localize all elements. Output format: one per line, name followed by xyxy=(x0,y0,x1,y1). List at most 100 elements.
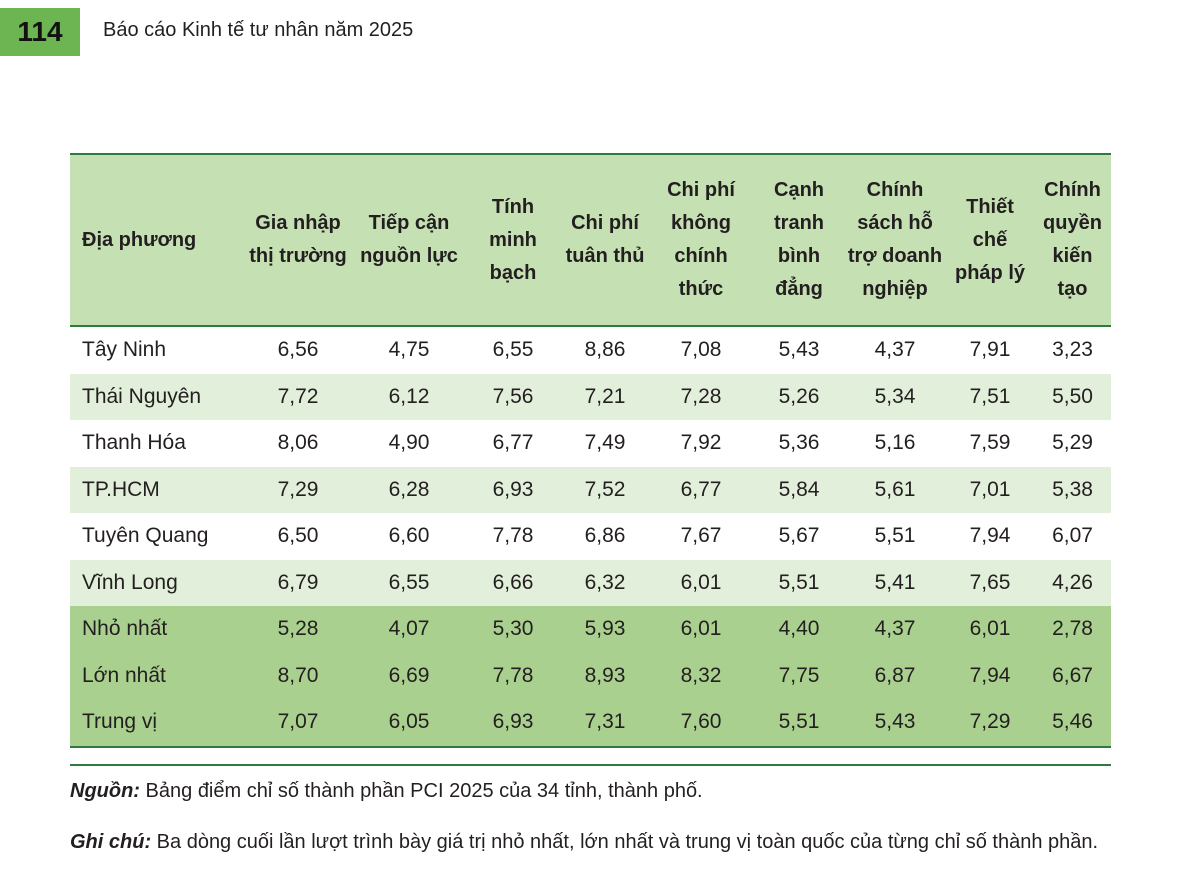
table-row: Thái Nguyên 7,72 6,12 7,56 7,21 7,28 5,26 5,34 7… xyxy=(70,373,1111,420)
value-cell: 7,28 xyxy=(680,384,722,408)
value-cell: 5,26 xyxy=(778,384,820,408)
value-cell: 7,92 xyxy=(680,431,722,455)
table-row: Thanh Hóa 8,06 4,90 6,77 7,49 7,92 5,36 5,16 7,5… xyxy=(70,420,1111,467)
page-number: 114 xyxy=(0,8,80,56)
value-cell: 7,21 xyxy=(584,384,626,408)
column-header: Chính quyền kiến tạo xyxy=(1034,153,1111,327)
note-text: Ba dòng cuối lần lượt trình bày giá trị … xyxy=(156,831,1099,853)
value-cell: 6,77 xyxy=(680,477,722,501)
value-cell: 7,01 xyxy=(969,477,1011,501)
value-cell: 6,01 xyxy=(680,570,722,594)
value-cell: 6,01 xyxy=(680,617,722,641)
value-cell: 7,65 xyxy=(969,570,1011,594)
summary-row: Lớn nhất 8,70 6,69 7,78 8,93 8,32 7,75 6,87 7,94… xyxy=(70,652,1111,699)
value-cell: 6,93 xyxy=(464,699,562,748)
value-cell: 5,28 xyxy=(277,617,319,641)
value-cell: 6,05 xyxy=(354,699,464,748)
value-cell: 5,84 xyxy=(778,477,820,501)
column-header: Cạnh tranh bình đẳng xyxy=(754,153,844,327)
value-cell: 4,37 xyxy=(874,338,916,362)
value-cell: 7,94 xyxy=(969,663,1011,687)
row-label-cell: Lớn nhất xyxy=(82,663,166,687)
value-cell: 7,29 xyxy=(946,699,1034,748)
value-cell: 6,66 xyxy=(492,570,534,594)
source-label: Nguồn: xyxy=(70,780,140,802)
table-row: TP.HCM 7,29 6,28 6,93 7,52 6,77 5,84 5,61 7,01 5,… xyxy=(70,466,1111,513)
value-cell: 7,78 xyxy=(492,524,534,548)
table-header-row: Địa phương Gia nhập thị trường Tiếp cận … xyxy=(70,153,1111,327)
source-note: Nguồn: Bảng điểm chỉ số thành phần PCI 2… xyxy=(70,780,703,803)
row-label-cell: Nhỏ nhất xyxy=(82,617,168,641)
footer-divider xyxy=(70,764,1111,766)
value-cell: 5,67 xyxy=(778,524,820,548)
value-cell: 7,56 xyxy=(492,384,534,408)
column-header: Gia nhập thị trường xyxy=(242,153,354,327)
value-cell: 6,77 xyxy=(492,431,534,455)
value-cell: 5,16 xyxy=(874,431,916,455)
value-cell: 7,91 xyxy=(969,338,1011,362)
value-cell: 6,28 xyxy=(388,477,430,501)
value-cell: 8,86 xyxy=(584,338,626,362)
explanatory-note: Ghi chú: Ba dòng cuối lần lượt trình bày… xyxy=(70,826,1120,858)
value-cell: 8,70 xyxy=(277,663,319,687)
value-cell: 7,08 xyxy=(680,338,722,362)
row-label-cell: Tây Ninh xyxy=(82,338,167,362)
value-cell: 7,07 xyxy=(242,699,354,748)
value-cell: 6,79 xyxy=(277,570,319,594)
value-cell: 4,37 xyxy=(874,617,916,641)
value-cell: 7,72 xyxy=(277,384,319,408)
summary-row: Nhỏ nhất 5,28 4,07 5,30 5,93 6,01 4,40 4,37 6,01… xyxy=(70,606,1111,653)
value-cell: 7,29 xyxy=(277,477,319,501)
running-header-title: Báo cáo Kinh tế tư nhân năm 2025 xyxy=(103,19,414,41)
value-cell: 3,23 xyxy=(1052,338,1093,362)
value-cell: 4,90 xyxy=(388,431,430,455)
column-header: Chi phí tuân thủ xyxy=(562,153,648,327)
value-cell: 5,46 xyxy=(1034,699,1111,748)
value-cell: 7,59 xyxy=(969,431,1011,455)
table-row: Tuyên Quang 6,50 6,60 7,78 6,86 7,67 5,67 5,51 7… xyxy=(70,513,1111,560)
value-cell: 7,94 xyxy=(969,524,1011,548)
value-cell: 6,55 xyxy=(388,570,430,594)
value-cell: 6,56 xyxy=(277,338,319,362)
value-cell: 4,07 xyxy=(388,617,430,641)
value-cell: 6,67 xyxy=(1052,663,1093,687)
value-cell: 6,01 xyxy=(969,617,1011,641)
value-cell: 7,51 xyxy=(969,384,1011,408)
value-cell: 2,78 xyxy=(1052,617,1093,641)
value-cell: 6,86 xyxy=(584,524,626,548)
column-header: Chi phí không chính thức xyxy=(648,153,754,327)
table-row: Tây Ninh 6,56 4,75 6,55 8,86 7,08 5,43 4,37 7,91… xyxy=(70,326,1111,374)
value-cell: 6,55 xyxy=(492,338,534,362)
value-cell: 5,51 xyxy=(874,524,916,548)
pci-table-container: Địa phương Gia nhập thị trường Tiếp cận … xyxy=(70,153,1111,748)
value-cell: 6,50 xyxy=(277,524,319,548)
value-cell: 5,34 xyxy=(874,384,916,408)
value-cell: 7,78 xyxy=(492,663,534,687)
column-header: Tính minh bạch xyxy=(464,153,562,327)
value-cell: 4,26 xyxy=(1052,570,1093,594)
value-cell: 8,06 xyxy=(277,431,319,455)
table-row: Vĩnh Long 6,79 6,55 6,66 6,32 6,01 5,51 5,41 7,6… xyxy=(70,559,1111,606)
value-cell: 8,93 xyxy=(584,663,626,687)
row-label-cell: Vĩnh Long xyxy=(82,570,178,594)
value-cell: 5,43 xyxy=(844,699,946,748)
value-cell: 5,51 xyxy=(778,570,820,594)
value-cell: 5,29 xyxy=(1052,431,1093,455)
note-label: Ghi chú: xyxy=(70,831,152,853)
value-cell: 5,51 xyxy=(754,699,844,748)
summary-row: Trung vị 7,07 6,05 6,93 7,31 7,60 5,51 5,43 7,29… xyxy=(70,699,1111,748)
value-cell: 5,41 xyxy=(874,570,916,594)
value-cell: 6,07 xyxy=(1052,524,1093,548)
value-cell: 7,60 xyxy=(648,699,754,748)
value-cell: 6,87 xyxy=(874,663,916,687)
pci-table: Địa phương Gia nhập thị trường Tiếp cận … xyxy=(70,153,1111,748)
value-cell: 6,69 xyxy=(388,663,430,687)
value-cell: 7,75 xyxy=(778,663,820,687)
row-label-cell: Trung vị xyxy=(70,699,242,748)
value-cell: 4,40 xyxy=(778,617,820,641)
value-cell: 6,93 xyxy=(492,477,534,501)
row-label-cell: Tuyên Quang xyxy=(82,524,209,548)
row-label-cell: Thanh Hóa xyxy=(82,431,186,455)
value-cell: 5,50 xyxy=(1052,384,1093,408)
value-cell: 5,61 xyxy=(874,477,916,501)
